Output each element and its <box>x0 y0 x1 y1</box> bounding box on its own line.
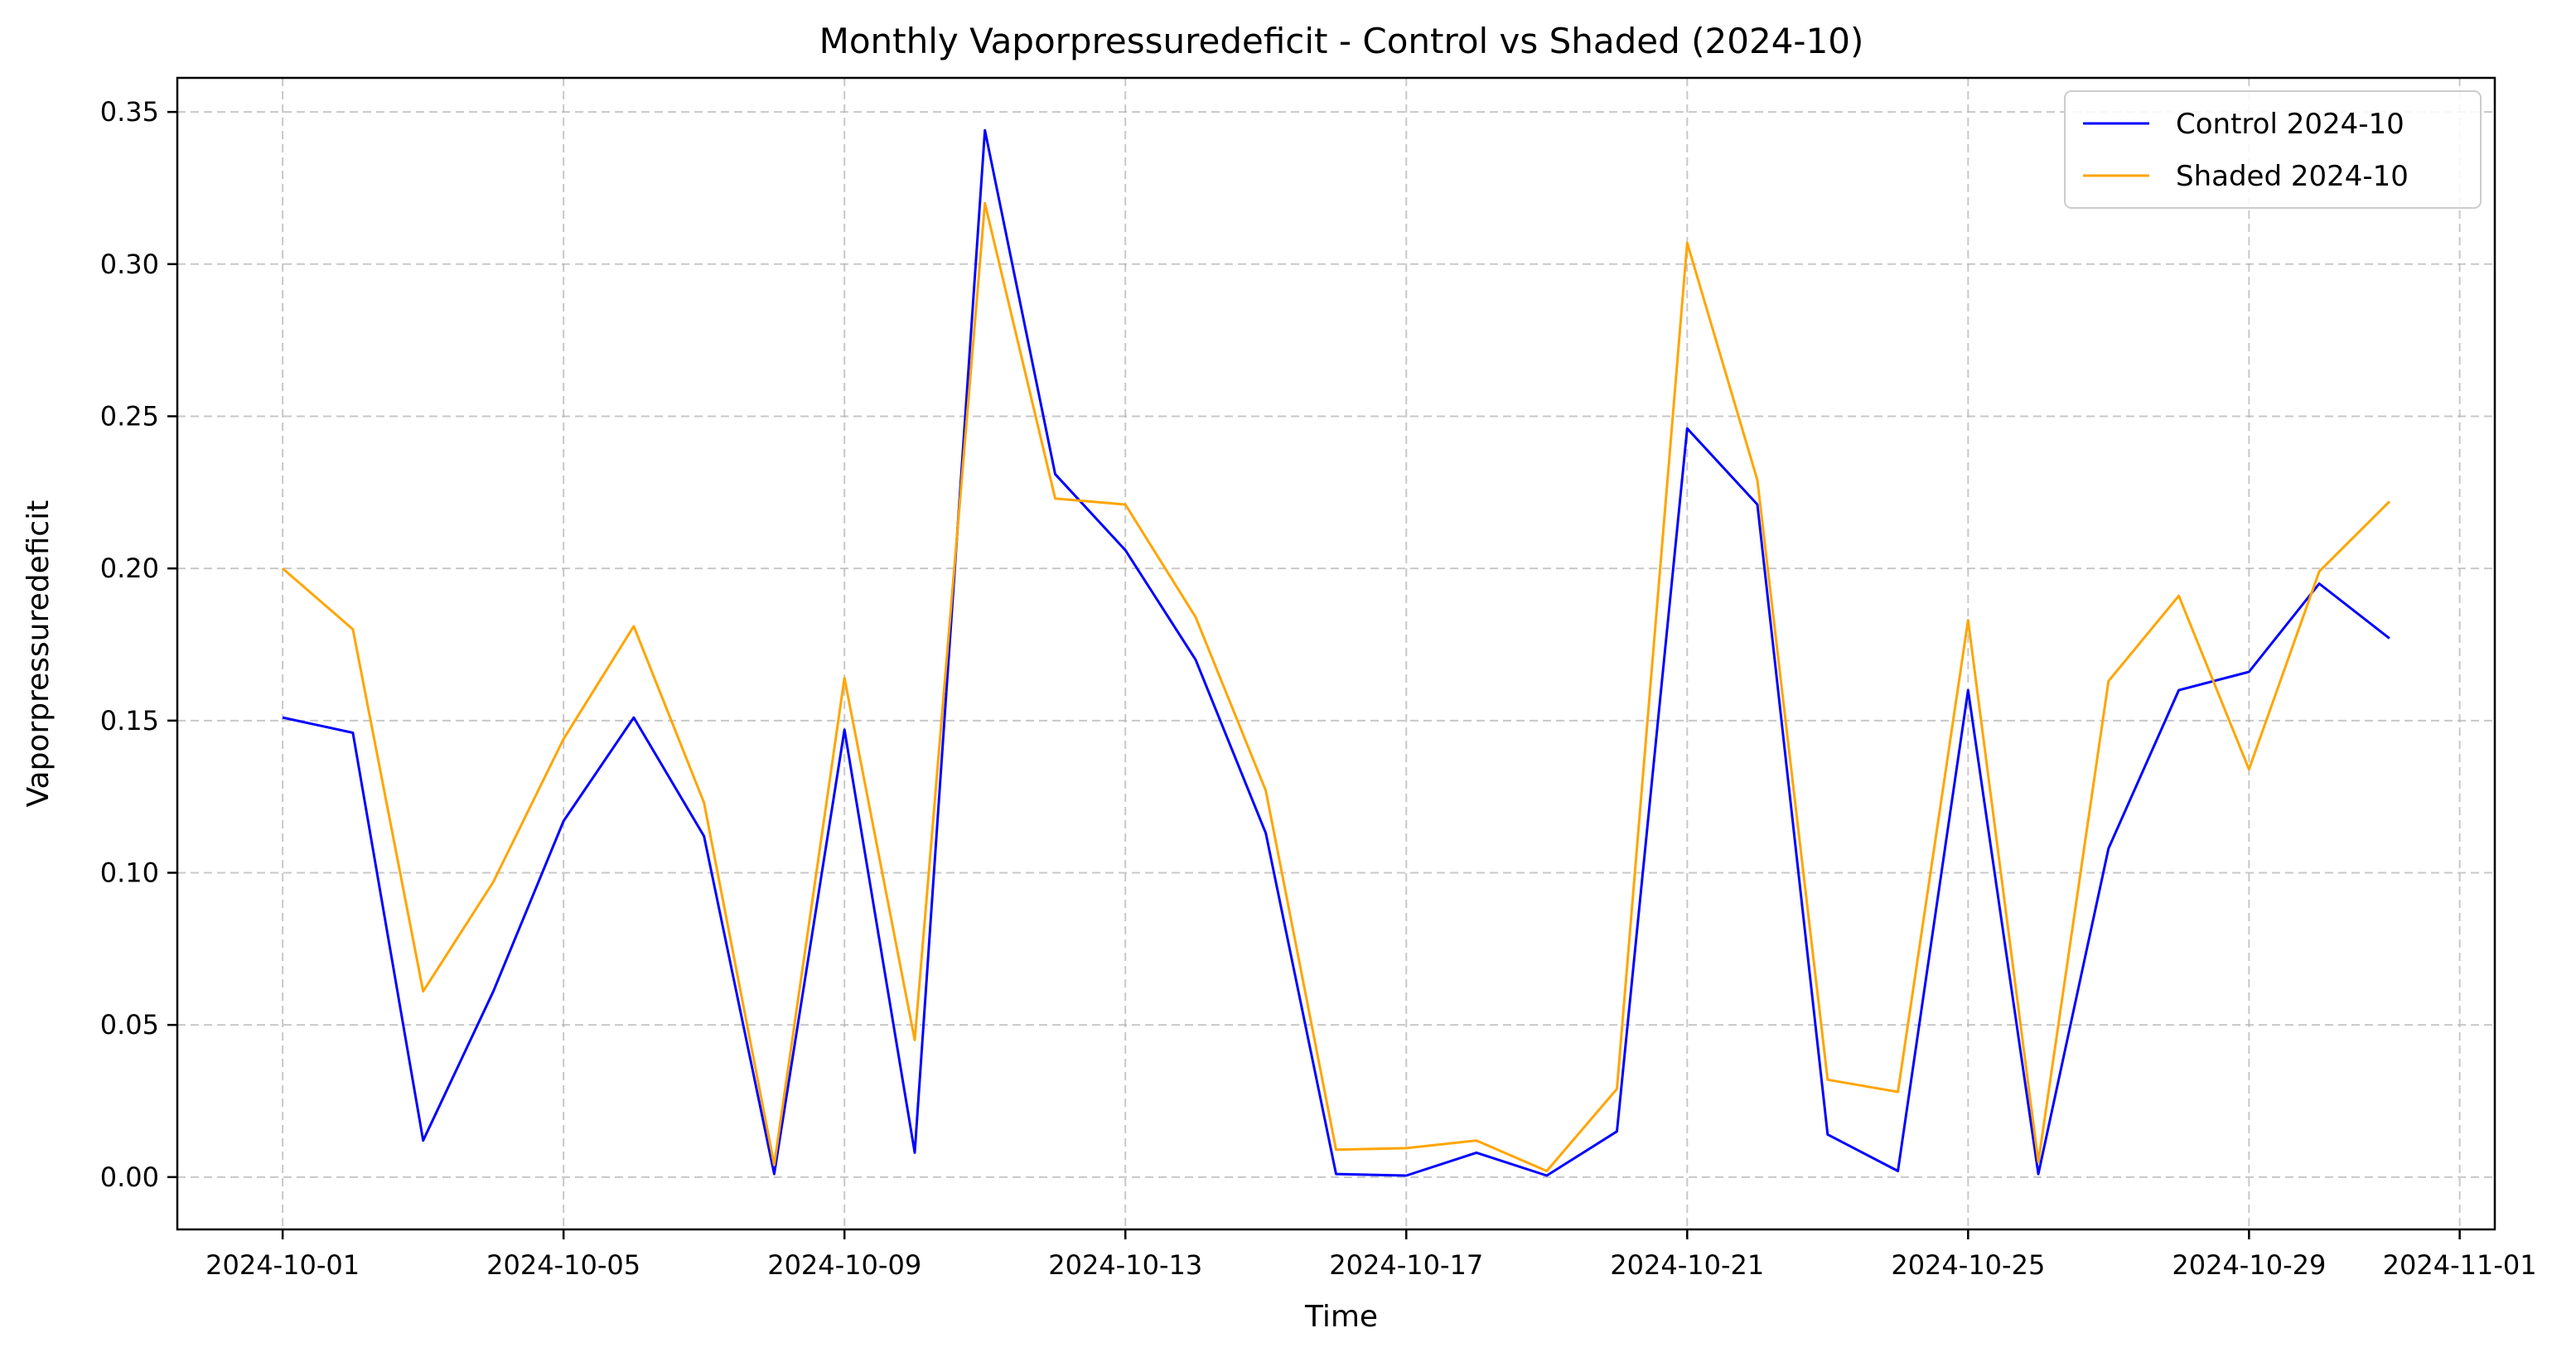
x-tick-label: 2024-10-05 <box>486 1249 640 1281</box>
y-axis-label: Vaporpressuredeficit <box>22 500 56 808</box>
y-tick-label: 0.10 <box>100 857 159 888</box>
x-tick-label: 2024-10-09 <box>767 1249 921 1281</box>
y-tick-label: 0.35 <box>100 96 159 128</box>
x-tick-label: 2024-11-01 <box>2383 1249 2537 1281</box>
plot-frame <box>176 76 2496 1231</box>
grid <box>177 78 2495 1229</box>
chart-title: Monthly Vaporpressuredeficit - Control v… <box>819 21 1864 61</box>
y-tick-label: 0.20 <box>100 553 159 584</box>
x-tick-label: 2024-10-17 <box>1329 1249 1483 1281</box>
series-line-control <box>282 128 2390 1177</box>
legend-box <box>2064 90 2482 209</box>
y-tick-label: 0.00 <box>100 1161 159 1193</box>
x-tick-label: 2024-10-21 <box>1610 1249 1764 1281</box>
x-tick-label: 2024-10-01 <box>205 1249 360 1281</box>
x-axis-label: Time <box>1304 1300 1378 1334</box>
x-tick-label: 2024-10-25 <box>1891 1249 2045 1281</box>
series-line-shaded <box>282 201 2390 1172</box>
legend-label-shaded: Shaded 2024-10 <box>2176 160 2409 193</box>
y-tick-label: 0.05 <box>100 1009 159 1041</box>
x-tick-label: 2024-10-29 <box>2172 1249 2326 1281</box>
legend: Control 2024-10 Shaded 2024-10 <box>2064 90 2482 209</box>
y-tick-label: 0.15 <box>100 705 159 736</box>
x-axis-ticks: 2024-10-01 2024-10-05 2024-10-09 2024-10-13… <box>205 1229 2537 1281</box>
y-tick-label: 0.30 <box>100 249 159 280</box>
series-layer <box>282 128 2390 1177</box>
y-axis-ticks: 0.00 0.05 0.10 0.15 0.20 0.25 0.30 0.35 <box>100 96 177 1193</box>
x-tick-label: 2024-10-13 <box>1048 1249 1202 1281</box>
legend-label-control: Control 2024-10 <box>2176 108 2404 141</box>
y-tick-label: 0.25 <box>100 400 159 432</box>
